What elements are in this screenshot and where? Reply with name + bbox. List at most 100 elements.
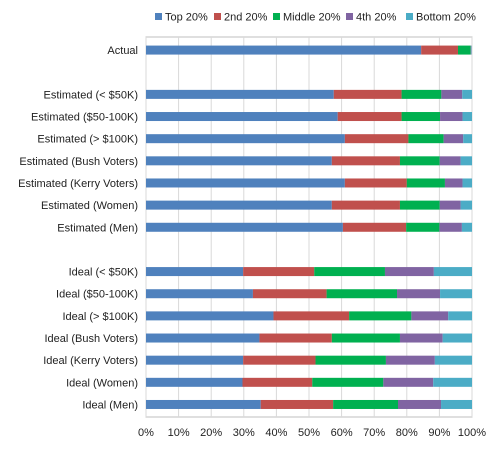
x-tick-label: 100% — [458, 427, 486, 439]
bar-segment — [344, 134, 409, 144]
bar-segment — [333, 89, 402, 99]
category-label: Estimated (> $100K) — [37, 134, 138, 146]
bar-segment — [470, 45, 472, 55]
bar-segment — [411, 311, 449, 321]
bar-segment — [439, 156, 461, 166]
category-label: Estimated ($50-100K) — [31, 112, 138, 124]
x-tick-label: 30% — [233, 427, 255, 439]
bar-segment — [401, 112, 441, 122]
legend-swatch — [406, 13, 413, 20]
category-label: Estimated (Women) — [41, 200, 138, 212]
x-tick-label: 50% — [298, 427, 320, 439]
legend-swatch — [273, 13, 280, 20]
x-tick-label: 80% — [396, 427, 418, 439]
x-axis-ticks: 0% 10% 20% 30% 40% 50% 60% 70% 80% 90% 100% — [138, 427, 486, 439]
bar-segment — [385, 355, 435, 365]
bars — [146, 45, 472, 409]
bar-segment — [146, 289, 253, 299]
category-label: Ideal (Bush Voters) — [44, 333, 138, 345]
bar-segment — [243, 267, 315, 277]
bar-segment — [252, 289, 327, 299]
legend-swatch — [346, 13, 353, 20]
bar-segment — [344, 178, 407, 188]
bar-segment — [463, 134, 472, 144]
bar-segment — [441, 89, 463, 99]
bar-segment — [337, 112, 402, 122]
bar-segment — [421, 45, 458, 55]
bar-segment — [312, 377, 384, 387]
bar-segment — [146, 45, 422, 55]
bar-segment — [440, 112, 463, 122]
category-label: Ideal (Men) — [82, 399, 138, 411]
bar-segment — [314, 267, 385, 277]
bar-segment — [342, 222, 407, 232]
bar-segment — [399, 333, 443, 343]
bar-segment — [433, 377, 472, 387]
category-label: Ideal (< $50K) — [69, 267, 138, 279]
bar-segment — [331, 200, 400, 210]
category-label: Estimated (Men) — [57, 222, 138, 234]
bar-segment — [440, 289, 472, 299]
bar-segment — [383, 377, 434, 387]
legend-swatch — [214, 13, 221, 20]
bar-segment — [146, 399, 261, 409]
bar-segment — [259, 333, 332, 343]
bar-segment — [146, 200, 332, 210]
bar-segment — [146, 134, 345, 144]
x-tick-label: 10% — [168, 427, 190, 439]
category-label: Ideal (> $100K) — [62, 311, 138, 323]
bar-segment — [462, 89, 472, 99]
bar-segment — [349, 311, 412, 321]
legend-label: Top 20% — [165, 12, 208, 24]
category-label: Estimated (Bush Voters) — [19, 156, 138, 168]
x-tick-label: 60% — [331, 427, 353, 439]
category-label: Ideal ($50-100K) — [56, 289, 138, 301]
bar-segment — [243, 355, 316, 365]
category-labels: Actual Estimated (< $50K) Estimated ($50-1… — [18, 45, 138, 411]
bar-segment — [384, 267, 434, 277]
bar-segment — [397, 289, 441, 299]
bar-segment — [460, 156, 472, 166]
legend-swatch — [155, 13, 162, 20]
bar-segment — [460, 200, 472, 210]
bar-segment — [146, 311, 274, 321]
bar-segment — [439, 200, 461, 210]
category-label: Estimated (Kerry Voters) — [18, 178, 138, 190]
bar-segment — [146, 333, 260, 343]
legend-label: 2nd 20% — [224, 12, 268, 24]
x-tick-label: 20% — [200, 427, 222, 439]
category-label: Ideal (Kerry Voters) — [43, 355, 138, 367]
x-tick-label: 90% — [428, 427, 450, 439]
bar-segment — [434, 355, 472, 365]
bar-segment — [444, 178, 463, 188]
bar-segment — [443, 134, 464, 144]
bar-segment — [461, 222, 472, 232]
bar-segment — [242, 377, 313, 387]
bar-segment — [406, 178, 445, 188]
bar-segment — [462, 112, 472, 122]
legend-label: Bottom 20% — [416, 12, 476, 24]
legend-label: Middle 20% — [283, 12, 341, 24]
x-tick-label: 40% — [265, 427, 287, 439]
bar-segment — [273, 311, 350, 321]
bar-segment — [331, 156, 400, 166]
category-label: Actual — [107, 45, 138, 57]
bar-segment — [146, 267, 244, 277]
legend: Top 20% 2nd 20% Middle 20% 4th 20% Bottom 20… — [155, 12, 476, 24]
bar-segment — [457, 45, 471, 55]
x-tick-label: 0% — [138, 427, 154, 439]
bar-segment — [315, 355, 386, 365]
bar-segment — [439, 222, 462, 232]
bar-segment — [399, 156, 440, 166]
bar-segment — [442, 333, 472, 343]
bar-segment — [397, 399, 442, 409]
bar-segment — [146, 156, 332, 166]
bar-segment — [448, 311, 472, 321]
bar-segment — [146, 222, 343, 232]
bar-segment — [333, 399, 398, 409]
bar-segment — [260, 399, 334, 409]
bar-segment — [406, 222, 440, 232]
legend-label: 4th 20% — [356, 12, 397, 24]
category-label: Estimated (< $50K) — [44, 89, 138, 101]
